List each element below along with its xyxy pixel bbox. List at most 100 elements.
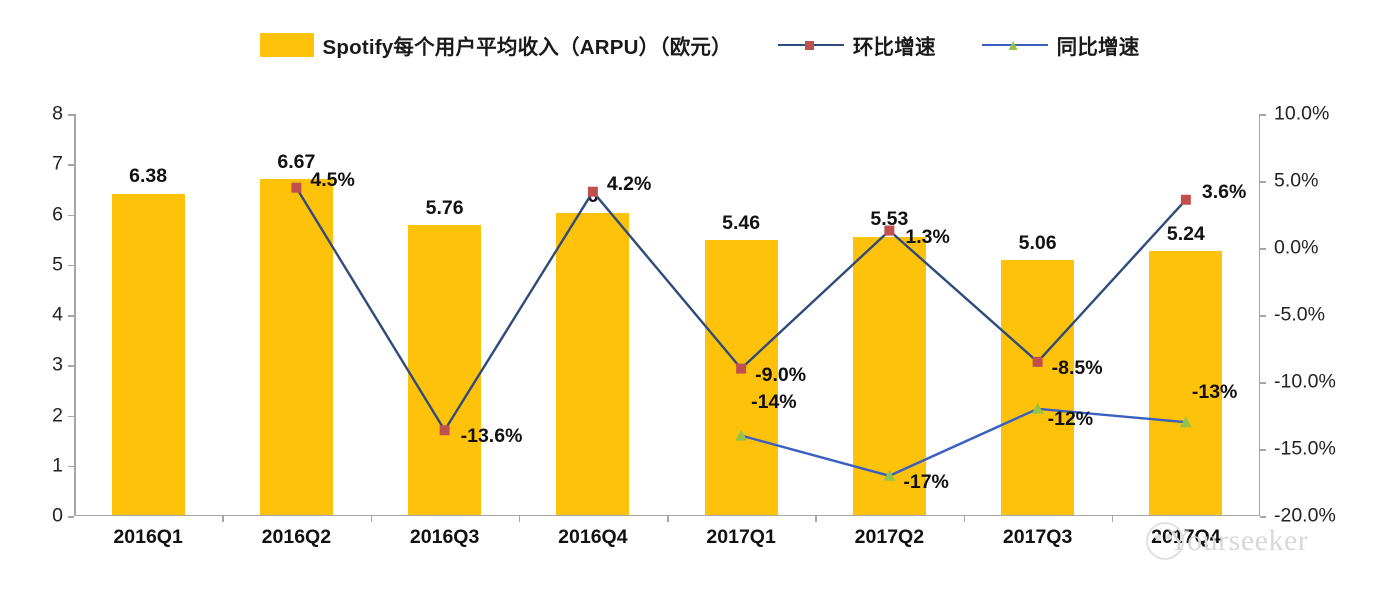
y-tick-left — [68, 465, 74, 468]
line-marker-square[interactable] — [884, 225, 895, 236]
x-axis-label: 2017Q1 — [706, 526, 776, 548]
y-tick-label-left: 6 — [52, 203, 63, 225]
y-tick-label-right: -15.0% — [1274, 437, 1336, 460]
line-point-label: 1.3% — [905, 225, 950, 248]
legend-item-qoq[interactable]: 环比增速 — [777, 30, 936, 60]
line-marker-triangle[interactable] — [883, 469, 896, 481]
y-tick-label-left: 7 — [52, 152, 63, 175]
bar[interactable] — [408, 225, 482, 515]
line-marker-square[interactable] — [587, 186, 598, 197]
line-point-label: -13.6% — [460, 425, 523, 448]
y-tick-label-left: 4 — [52, 303, 63, 326]
bar[interactable] — [111, 193, 185, 515]
line-marker-square-icon — [777, 38, 844, 52]
legend-label-arpu: Spotify每个用户平均收入（ARPU）（欧元） — [322, 36, 732, 59]
y-tick-left — [68, 164, 74, 166]
x-tick — [518, 515, 521, 522]
y-tick-right — [1260, 315, 1266, 317]
line-path — [295, 187, 1187, 433]
y-tick-left — [68, 214, 74, 216]
bar-value-label: 6.67 — [277, 150, 316, 173]
x-axis-label: 2016Q4 — [558, 526, 628, 548]
legend-item-arpu[interactable]: Spotify每个用户平均收入（ARPU）（欧元） — [259, 30, 732, 60]
bar[interactable] — [1001, 260, 1075, 515]
legend-item-yoy[interactable]: 同比增速 — [981, 30, 1140, 60]
plot-area: 8 7 6 5 4 3 2 1 0 10.0% 5.0% 0.0% -5.0% -10.0% -15.0%… — [52, 103, 1336, 549]
bar-swatch-icon — [259, 33, 314, 57]
line-point-label: -9.0% — [755, 363, 807, 386]
line-marker-triangle[interactable] — [1179, 416, 1192, 428]
y-tick-label-right: -5.0% — [1274, 303, 1325, 326]
line-point-label: -12% — [1047, 407, 1094, 430]
y-tick-left — [68, 365, 74, 367]
line-point-label: 3.6% — [1201, 180, 1247, 203]
line-marker-square[interactable] — [1032, 356, 1043, 367]
y-tick-left — [68, 114, 74, 116]
y-tick-label-left: 3 — [52, 353, 63, 376]
chart-legend: Spotify每个用户平均收入（ARPU）（欧元） 环比增速 同比增速 — [0, 30, 1399, 60]
y-tick-right — [1260, 114, 1266, 116]
x-tick — [370, 515, 372, 522]
y-tick-left — [68, 516, 74, 518]
line-point-label: -14% — [751, 390, 797, 413]
bar-value-label: 6.38 — [129, 165, 168, 188]
y-tick-left — [68, 264, 74, 267]
line-marker-square[interactable] — [291, 182, 302, 193]
y-tick-label-right: 10.0% — [1274, 102, 1330, 125]
bar[interactable] — [1149, 251, 1223, 515]
bar-value-label: 5.53 — [870, 208, 909, 231]
legend-label-qoq: 环比增速 — [852, 36, 936, 59]
y-tick-label-left: 2 — [52, 404, 63, 426]
x-tick — [963, 515, 965, 522]
line-point-label: 4.5% — [310, 168, 355, 191]
x-axis-label: 2017Q3 — [1002, 526, 1073, 548]
bar[interactable] — [556, 213, 630, 515]
line-marker-square[interactable] — [1180, 194, 1191, 205]
y-tick-left — [68, 315, 74, 317]
bar[interactable] — [259, 179, 333, 515]
x-axis-label: 2017Q4 — [1151, 526, 1221, 548]
y-axis-left — [74, 114, 76, 516]
bar[interactable] — [704, 240, 778, 515]
y-tick-label-right: 0.0% — [1274, 236, 1319, 259]
x-axis-label: 2017Q2 — [854, 526, 925, 548]
y-tick-label-left: 8 — [52, 102, 63, 125]
x-axis-label: 2016Q1 — [113, 526, 183, 548]
y-tick-label-right: -10.0% — [1274, 370, 1336, 393]
y-tick-label-left: 1 — [52, 454, 63, 477]
bar-value-label: 5.06 — [1018, 231, 1057, 254]
y-tick-right — [1260, 382, 1266, 384]
x-tick — [1111, 515, 1114, 522]
y-tick-label-right: -20.0% — [1274, 504, 1336, 527]
y-tick-right — [1260, 449, 1266, 451]
line-marker-square[interactable] — [439, 425, 450, 436]
line-point-label: -13% — [1191, 381, 1238, 404]
x-tick — [667, 515, 669, 522]
y-tick-left — [68, 415, 74, 417]
x-tick — [222, 515, 224, 522]
line-marker-square[interactable] — [736, 363, 747, 374]
line-marker-triangle[interactable] — [735, 429, 748, 441]
bar-value-label: 5.46 — [722, 211, 761, 234]
x-axis-label: 2016Q2 — [261, 526, 332, 548]
y-tick-right — [1260, 181, 1266, 183]
line-marker-triangle-icon — [981, 38, 1048, 52]
line-point-label: -17% — [903, 470, 949, 493]
line-marker-triangle[interactable] — [1031, 402, 1044, 414]
line-point-label: 4.2% — [606, 172, 652, 195]
x-axis-label: 2016Q3 — [409, 526, 480, 548]
y-tick-label-right: 5.0% — [1274, 169, 1319, 192]
y-tick-right — [1260, 516, 1266, 518]
line-point-label: -8.5% — [1051, 356, 1103, 379]
y-tick-right — [1260, 248, 1266, 250]
y-tick-label-left: 5 — [52, 253, 63, 276]
bar-value-label: 5.24 — [1166, 222, 1205, 245]
x-tick — [815, 515, 817, 522]
y-axis-right — [1258, 114, 1260, 516]
bar-value-label: 5.76 — [425, 196, 464, 219]
line-path — [740, 407, 1186, 478]
line-series-layer — [291, 182, 1192, 481]
y-tick-label-left: 0 — [52, 504, 63, 527]
legend-label-yoy: 同比增速 — [1056, 36, 1140, 59]
